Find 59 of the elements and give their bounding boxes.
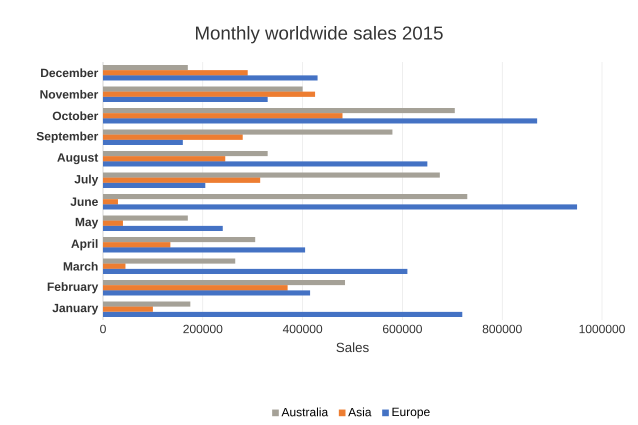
bar <box>103 242 170 248</box>
x-tick-label: 1000000 <box>580 324 625 334</box>
bar <box>103 118 538 124</box>
bar <box>103 172 440 178</box>
y-tick-label: February <box>48 282 98 294</box>
bar <box>103 151 268 156</box>
bar <box>103 285 288 290</box>
bar <box>103 140 183 145</box>
bar <box>103 226 223 231</box>
bar <box>103 75 318 80</box>
bar <box>103 268 408 274</box>
y-tick-label: October <box>52 111 98 120</box>
bar <box>103 96 268 102</box>
x-tick-label: 800000 <box>482 324 522 334</box>
x-tick-label: 0 <box>100 324 106 334</box>
bar <box>103 86 303 92</box>
y-tick-label: January <box>52 304 98 315</box>
x-tick-label: 400000 <box>282 324 322 334</box>
bar <box>103 199 118 204</box>
bar <box>103 220 123 226</box>
y-tick-label: November <box>40 90 98 99</box>
bar <box>103 108 455 114</box>
bar <box>103 258 236 264</box>
bar <box>103 178 260 183</box>
bar <box>103 204 578 210</box>
y-tick-label: June <box>70 198 98 206</box>
y-tick-label: August <box>57 153 98 164</box>
bar <box>103 237 256 242</box>
y-tick-label: April <box>71 239 98 250</box>
bar <box>103 264 126 269</box>
bar <box>103 216 188 221</box>
bar <box>103 302 190 307</box>
bar <box>103 130 392 135</box>
bar <box>103 182 206 188</box>
y-tick-label: May <box>76 218 98 229</box>
bar <box>103 312 462 317</box>
x-tick-label: 600000 <box>382 324 422 334</box>
legend-label: Europe <box>392 408 430 418</box>
bar <box>103 70 248 76</box>
bar <box>103 247 306 252</box>
bar <box>103 92 316 97</box>
bar <box>103 290 310 296</box>
bar <box>103 113 343 118</box>
chart-title: Monthly worldwide sales 2015 <box>196 26 443 44</box>
bar <box>103 156 226 162</box>
legend-label: Asia <box>348 408 372 416</box>
bar <box>103 194 468 200</box>
bar <box>103 65 188 70</box>
y-tick-label: September <box>36 132 98 143</box>
bar <box>103 161 428 166</box>
x-axis-title: Sales <box>336 342 369 352</box>
bar <box>103 280 346 286</box>
x-tick-label: 200000 <box>183 324 222 334</box>
y-tick-label: July <box>74 174 98 186</box>
y-tick-label: December <box>41 68 98 78</box>
legend-label: Australia <box>281 408 328 416</box>
bar <box>103 306 153 312</box>
y-tick-label: March <box>64 262 98 271</box>
bar <box>103 134 243 140</box>
